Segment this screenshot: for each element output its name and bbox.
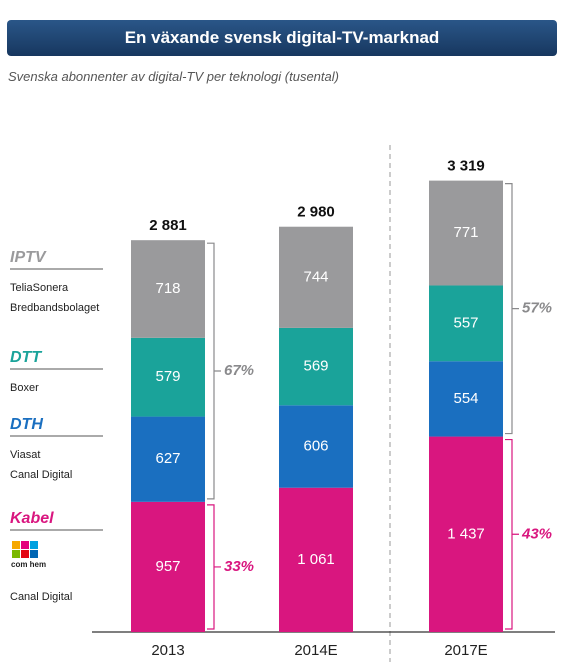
total-label: 3 319 (447, 158, 485, 175)
bar-segment (131, 416, 205, 502)
logo-text: com hem (11, 560, 46, 569)
value-label: 606 (303, 437, 328, 454)
bar-segment (429, 180, 503, 286)
bar-segment (429, 436, 503, 632)
bar-segment (279, 327, 353, 406)
bracket (207, 242, 221, 500)
legend-provider: TeliaSonera (10, 282, 69, 294)
value-label: 1 437 (447, 525, 485, 542)
logo-tile (30, 541, 38, 549)
value-label: 579 (155, 368, 180, 385)
bar-segment (429, 361, 503, 437)
bar-segment (279, 487, 353, 632)
legend-name: DTT (10, 349, 42, 366)
value-label: 744 (303, 268, 328, 285)
value-label: 557 (453, 314, 478, 331)
logo-tile (21, 541, 29, 549)
legend-provider: Viasat (10, 449, 40, 461)
legend-provider: Canal Digital (10, 591, 72, 603)
value-label: 554 (453, 390, 478, 407)
bar-segment (279, 226, 353, 328)
share-label: 33% (224, 558, 254, 575)
bracket (505, 438, 519, 630)
x-tick-label: 2014E (294, 642, 337, 659)
bar-segment (429, 285, 503, 362)
legend-name: IPTV (10, 249, 47, 266)
total-label: 2 881 (149, 217, 187, 234)
bracket (207, 504, 221, 630)
logo-tile (12, 541, 20, 549)
legend-provider: Canal Digital (10, 469, 72, 481)
bar-segment (131, 240, 205, 338)
value-label: 771 (453, 224, 478, 241)
share-label: 43% (521, 525, 552, 542)
chart-subtitle: Svenska abonnenter av digital-TV per tek… (8, 69, 339, 84)
logo-tile (30, 550, 38, 558)
bar-segment (279, 405, 353, 488)
value-label: 957 (155, 558, 180, 575)
legend-name: DTH (10, 416, 43, 433)
legend-provider: Bredbandsbolaget (10, 302, 99, 314)
share-label: 67% (224, 362, 254, 379)
share-label: 57% (522, 300, 552, 317)
total-label: 2 980 (297, 204, 335, 221)
chart-title: En växande svensk digital-TV-marknad (7, 20, 557, 56)
value-label: 1 061 (297, 551, 335, 568)
x-tick-label: 2013 (151, 642, 184, 659)
logo-tile (12, 550, 20, 558)
bracket (505, 183, 519, 435)
value-label: 718 (155, 280, 180, 297)
x-tick-label: 2017E (444, 642, 487, 659)
logo-tile (21, 550, 29, 558)
value-label: 569 (303, 358, 328, 375)
value-label: 627 (155, 450, 180, 467)
bar-segment (131, 501, 205, 632)
legend-name: Kabel (10, 510, 54, 527)
bar-segment (131, 337, 205, 417)
legend-provider: Boxer (10, 382, 39, 394)
